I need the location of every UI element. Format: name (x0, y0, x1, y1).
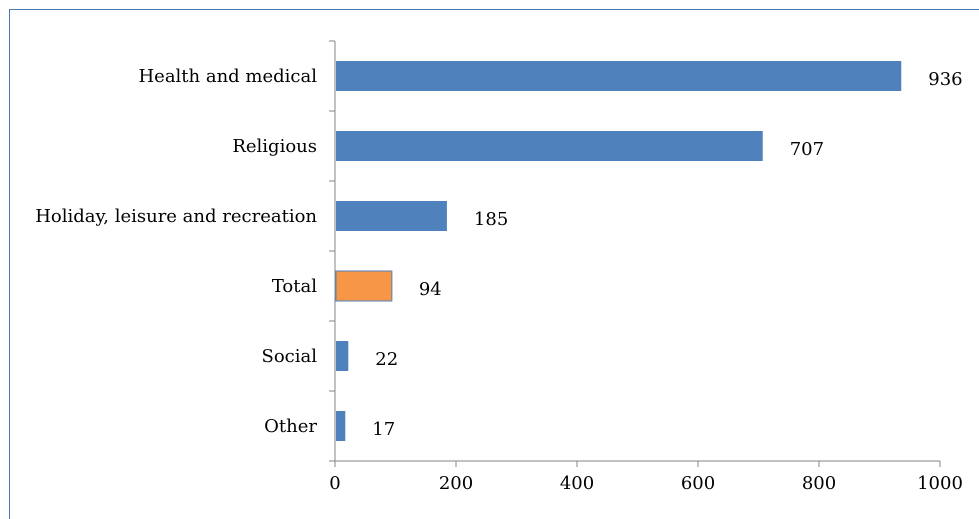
chart-labels: 0 200 400 600 800 1000 Health and medical 936 Re… (35, 66, 963, 494)
x-tick-label: 1000 (917, 473, 963, 494)
category-label: Other (264, 416, 317, 437)
bar-other (336, 411, 346, 441)
x-tick-label: 0 (329, 473, 340, 494)
bar-health-and-medical (336, 61, 902, 91)
x-tick-label: 600 (681, 473, 715, 494)
category-label: Total (272, 276, 317, 297)
bar-total (335, 270, 393, 302)
category-label: Holiday, leisure and recreation (35, 206, 317, 227)
chart-axes (329, 40, 941, 467)
value-label: 22 (375, 349, 398, 370)
bar-holiday-leisure-and-recreation (336, 201, 447, 231)
value-label: 185 (474, 209, 508, 230)
category-label: Social (262, 346, 318, 367)
category-label: Religious (232, 136, 317, 157)
x-tick-label: 800 (802, 473, 836, 494)
bar-chart: 0 200 400 600 800 1000 Health and medical 936 Re… (35, 40, 963, 494)
bar-social (336, 341, 349, 371)
chart-frame (9, 9, 979, 519)
value-label: 707 (790, 139, 824, 160)
value-label: 936 (928, 69, 962, 90)
chart-bars (335, 61, 902, 441)
category-label: Health and medical (138, 66, 317, 87)
bar-religious (336, 131, 763, 161)
value-label: 94 (419, 279, 442, 300)
x-tick-label: 400 (560, 473, 594, 494)
x-tick-label: 200 (439, 473, 473, 494)
value-label: 17 (372, 419, 395, 440)
